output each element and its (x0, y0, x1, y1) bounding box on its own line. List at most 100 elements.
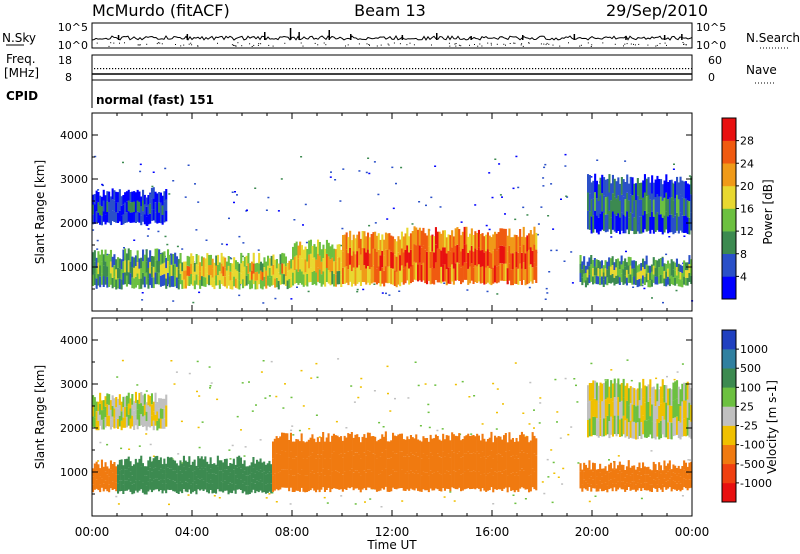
power-cell (629, 212, 632, 231)
velocity-colorbar-tick-label: -500 (740, 458, 765, 471)
velocity-cell (631, 465, 634, 474)
power-cell (597, 260, 600, 269)
velocity-cell (350, 450, 353, 469)
velocity-cell (520, 450, 523, 469)
velocity-cell (334, 452, 337, 471)
nsearch-dot (474, 44, 475, 45)
power-cell (636, 265, 639, 273)
power-cell (306, 261, 309, 274)
power-speckle (96, 239, 99, 242)
power-cell (510, 237, 513, 254)
velocity-cell (93, 397, 96, 408)
velocity-cell (681, 419, 684, 437)
velocity-cell (366, 469, 369, 488)
velocity-cell (161, 398, 164, 409)
power-cell (340, 274, 343, 287)
power-cell (93, 194, 96, 204)
velocity-cell (451, 450, 454, 469)
velocity-cell (397, 452, 400, 471)
power-speckle (542, 185, 545, 187)
power-cell (631, 260, 634, 269)
nsearch-dot (590, 46, 592, 47)
velocity-cell (433, 455, 436, 473)
power-cell (615, 181, 618, 199)
power-cell (227, 265, 230, 276)
power-speckle (238, 235, 241, 238)
power-cell (142, 189, 145, 201)
velocity-cell (619, 401, 622, 420)
velocity-cell (531, 450, 534, 469)
nave-dot (229, 68, 231, 70)
power-cell (511, 269, 514, 286)
velocity-cell (488, 437, 491, 456)
velocity-speckle (528, 423, 531, 425)
velocity-cell (399, 470, 402, 489)
power-cell (308, 240, 311, 255)
power-cell (152, 209, 155, 221)
power-cell (418, 245, 421, 263)
nave-dot (601, 68, 603, 70)
nave-dot (682, 68, 684, 70)
power-cell (154, 212, 157, 223)
nave-dot (313, 68, 315, 70)
power-cell (381, 267, 384, 284)
power-cell (333, 273, 336, 287)
power-cell (368, 269, 371, 286)
power-speckle (149, 192, 152, 195)
velocity-cell (368, 469, 371, 488)
nsearch-dot (156, 43, 158, 45)
power-cell (610, 183, 613, 201)
power-speckle (425, 204, 427, 207)
power-colorbar-segment (722, 185, 736, 209)
power-colorbar-tick-label: 20 (740, 180, 754, 193)
velocity-cell (93, 463, 96, 473)
power-cell (461, 248, 464, 266)
velocity-speckle (121, 359, 124, 362)
power-cell (113, 190, 116, 201)
velocity-cell (443, 473, 446, 491)
power-cell (688, 255, 691, 265)
power-cell (620, 255, 623, 265)
nave-dot (133, 68, 135, 70)
velocity-cell (186, 482, 189, 493)
velocity-cell (209, 479, 212, 490)
velocity-cell (601, 419, 604, 437)
velocity-cell (679, 483, 682, 492)
velocity-cell (206, 482, 209, 493)
power-cell (159, 202, 162, 213)
velocity-cell (674, 465, 677, 474)
velocity-cell (442, 470, 445, 489)
power-cell (492, 250, 495, 268)
velocity-cell (600, 468, 603, 477)
velocity-cell (490, 450, 493, 469)
velocity-cell (608, 386, 611, 404)
velocity-cell (640, 388, 643, 406)
nsky-spike (264, 32, 266, 40)
power-cell (142, 272, 145, 285)
velocity-colorbar-tick-label: -100 (740, 439, 765, 452)
velocity-cell (149, 396, 152, 407)
velocity-cell (656, 401, 659, 419)
power-cell (406, 227, 409, 246)
power-cell (275, 268, 278, 278)
nsearch-dot (514, 42, 516, 44)
power-cell (404, 250, 407, 267)
power-cell (631, 195, 634, 214)
velocity-cell (315, 458, 318, 476)
power-cell (674, 215, 677, 233)
velocity-cell (587, 420, 590, 438)
nsky-spike (328, 30, 330, 40)
power-cell (218, 280, 221, 289)
power-cell (215, 275, 218, 286)
velocity-cell (675, 468, 678, 476)
velocity-cell (424, 455, 427, 473)
power-cell (217, 275, 220, 286)
velocity-cell (395, 453, 398, 472)
power-cell (499, 263, 502, 281)
power-cell (238, 263, 241, 273)
power-cell (599, 277, 602, 286)
velocity-cell (315, 442, 318, 459)
power-speckle (566, 196, 569, 198)
velocity-colorbar-segment (722, 406, 736, 426)
power-cell (681, 280, 684, 288)
